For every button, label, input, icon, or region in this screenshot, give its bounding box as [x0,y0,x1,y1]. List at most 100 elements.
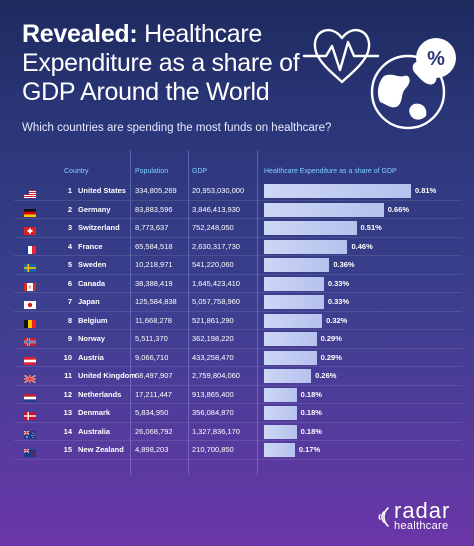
flag-no-icon [24,335,36,346]
share-bar [264,276,324,291]
share-bar [264,239,348,254]
flag-nz-icon [23,446,36,457]
row-divider [14,458,462,460]
gdp-cell: 20,953,030,000 [192,186,245,195]
row-divider [14,329,462,330]
gdp-cell: 2,630,317,730 [192,241,240,251]
share-label: 0.18% [300,426,322,436]
population-cell: 38,388,419 [135,278,173,288]
share-label: 0.29% [320,352,342,362]
header-gdp: GDP [192,168,208,175]
table-row: 8 Belgium 11,668,278 521,861,290 0.32% [14,312,462,330]
flag-gb-icon [23,372,37,384]
rank-cell: 4 [67,241,72,251]
share-label: 0.51% [360,223,382,232]
share-bar [264,184,411,198]
gdp-cell: 2,759,804,060 [192,371,240,380]
row-divider [14,292,462,293]
country-cell: France [78,241,103,251]
share-label: 0.33% [327,278,350,288]
rank-cell: 11 [64,371,72,380]
country-cell: Japan [78,297,100,306]
flag-au-icon [23,428,36,439]
row-divider [14,347,462,349]
population-cell: 4,898,203 [135,445,169,454]
rank-cell: 2 [67,204,72,214]
share-bar [264,295,324,309]
share-label: 0.29% [320,334,342,343]
table-row: 12 Netherlands 17,211,447 913,865,400 0.18% [14,386,462,404]
population-cell: 9,066,710 [135,352,169,362]
heart-pulse-icon [302,28,380,84]
share-bar [264,258,330,272]
flag-nl-icon [24,391,36,402]
share-bar [264,221,357,235]
rank-cell: 9 [67,334,72,343]
share-label: 0.32% [326,315,348,325]
flag-de-icon [24,206,36,217]
flag-se-icon [24,261,36,272]
gdp-cell: 913,865,400 [192,389,234,399]
country-cell: Austria [78,352,104,362]
gdp-cell: 752,248,050 [192,223,234,232]
flag-jp-icon [24,298,36,309]
population-cell: 334,805,269 [135,186,177,195]
gdp-cell: 521,861,290 [192,315,234,325]
flag-at-icon [24,354,36,365]
population-cell: 5,834,950 [135,408,169,417]
row-divider [14,273,462,275]
column-divider [188,150,189,475]
share-label: 0.33% [327,297,350,306]
country-cell: United Kingdom [78,371,136,380]
share-bar [264,406,297,420]
gdp-cell: 362,198,220 [192,334,234,343]
table-row: 3 Switzerland 8,773,637 752,248,050 0.51% [14,219,462,237]
rank-cell: 10 [63,352,72,362]
flag-us-icon [24,187,36,198]
column-divider [130,150,131,475]
share-label: 0.81% [415,186,437,195]
table-row: 4 France 65,584,518 2,630,317,730 0.46% [14,238,462,256]
rank-cell: 1 [67,186,72,195]
header-share: Healthcare Expenditure as a share of GDP [264,168,397,175]
share-label: 0.18% [300,389,322,399]
rank-cell: 6 [67,278,72,288]
table-row: 10 Austria 9,066,710 433,258,470 0.29% [14,349,462,367]
flag-ca-icon [24,280,36,291]
flag-be-icon [24,317,36,328]
gdp-cell: 3,846,413,930 [192,204,240,214]
country-cell: United States [78,186,126,195]
rank-cell: 8 [67,315,72,325]
title-bold: Revealed: [22,20,138,48]
share-label: 0.46% [351,241,373,251]
rank-cell: 12 [63,389,72,399]
logo-word: radar [394,498,451,523]
table-row: 5 Sweden 10,218,971 541,220,060 0.36% [14,256,462,274]
title-rest: Healthcare Expenditure as a share of GDP… [22,20,300,106]
population-cell: 8,773,637 [135,223,169,232]
share-label: 0.18% [300,408,322,417]
row-divider [14,384,462,386]
population-cell: 11,668,278 [135,315,172,325]
row-divider [14,236,462,238]
table-row: 14 Australia 26,068,792 1,327,836,170 0.18% [14,423,462,441]
row-divider [14,440,462,441]
table-row: 9 Norway 5,511,370 362,198,220 0.29% [14,330,462,348]
share-bar [264,350,317,365]
country-cell: Belgium [78,315,108,325]
country-cell: New Zealand [78,445,124,454]
row-divider [14,310,462,312]
country-cell: Canada [78,278,106,288]
population-cell: 65,584,518 [135,241,173,251]
flag-dk-icon [24,409,36,420]
percent-icon: % [416,38,456,78]
population-cell: 5,511,370 [135,334,168,343]
column-divider [257,150,258,475]
radar-waves-icon [378,507,389,527]
rank-cell: 14 [63,426,72,436]
rank-cell: 3 [67,223,72,232]
rank-cell: 15 [63,445,72,454]
gdp-cell: 541,220,060 [192,260,234,269]
table-row: 7 Japan 125,584,838 5,057,758,960 0.33% [14,293,462,311]
